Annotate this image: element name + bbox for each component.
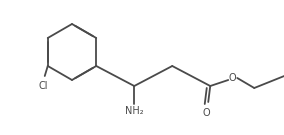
Text: NH₂: NH₂ bbox=[125, 106, 143, 116]
Text: O: O bbox=[202, 108, 210, 118]
Text: O: O bbox=[228, 73, 236, 83]
Text: Cl: Cl bbox=[38, 81, 47, 91]
